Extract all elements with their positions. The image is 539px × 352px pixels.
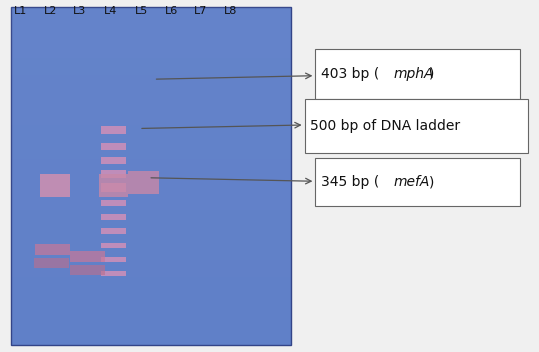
Bar [101, 243, 126, 248]
Bar [11, 108, 291, 125]
Bar [101, 228, 126, 234]
Bar [99, 174, 128, 197]
Bar [11, 7, 291, 24]
Bar [11, 227, 291, 244]
Bar [40, 174, 70, 197]
Bar [35, 244, 70, 255]
Bar [11, 244, 291, 260]
Text: ): ) [429, 175, 434, 189]
Text: 500 bp of DNA ladder: 500 bp of DNA ladder [310, 119, 460, 133]
Bar [101, 200, 126, 206]
Text: L5: L5 [135, 6, 148, 16]
Text: L2: L2 [44, 6, 57, 16]
Text: L1: L1 [14, 6, 27, 16]
Text: L3: L3 [73, 6, 86, 16]
Bar [11, 210, 291, 227]
Text: ): ) [429, 67, 434, 81]
Text: L8: L8 [224, 6, 237, 16]
Bar [11, 311, 291, 328]
Text: 403 bp (: 403 bp ( [321, 67, 379, 81]
Bar [70, 251, 105, 262]
Bar [11, 277, 291, 294]
Bar [70, 265, 105, 275]
Bar [101, 183, 126, 192]
Bar [11, 92, 291, 108]
Text: L6: L6 [165, 6, 178, 16]
Bar [101, 126, 126, 134]
Bar [101, 257, 126, 262]
Text: mefA: mefA [393, 175, 430, 189]
Bar [101, 157, 126, 164]
Bar [11, 260, 291, 277]
FancyBboxPatch shape [305, 99, 528, 153]
Bar [11, 176, 291, 193]
Text: 345 bp (: 345 bp ( [321, 175, 379, 189]
Bar [11, 41, 291, 58]
Bar [11, 58, 291, 75]
Bar [11, 142, 291, 159]
FancyBboxPatch shape [315, 49, 520, 99]
Bar [101, 214, 126, 220]
Text: L4: L4 [104, 6, 117, 16]
Bar [11, 294, 291, 311]
Bar [11, 75, 291, 92]
Bar [128, 171, 159, 194]
Bar [11, 159, 291, 176]
Bar [11, 328, 291, 345]
Bar [34, 258, 69, 268]
Bar [101, 143, 126, 150]
Bar [11, 7, 291, 345]
Bar [11, 193, 291, 210]
Bar [11, 24, 291, 41]
Bar [11, 125, 291, 142]
FancyBboxPatch shape [315, 158, 520, 206]
Bar [101, 170, 126, 178]
Bar [101, 271, 126, 276]
Text: L7: L7 [194, 6, 207, 16]
Text: mphA: mphA [393, 67, 434, 81]
